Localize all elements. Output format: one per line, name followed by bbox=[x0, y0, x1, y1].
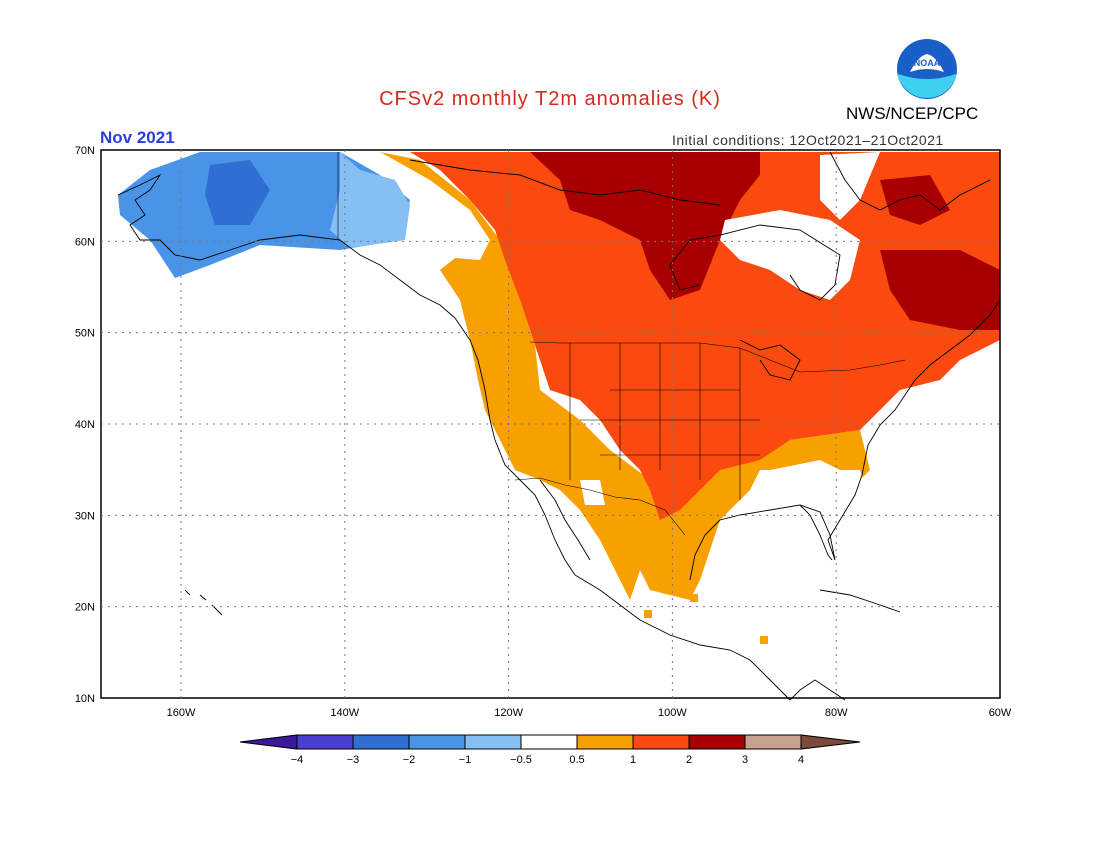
lat-label: 20N bbox=[75, 602, 95, 614]
colorbar-segment bbox=[408, 734, 466, 750]
colorbar-segment bbox=[296, 734, 354, 750]
cell-a bbox=[760, 636, 768, 644]
southeast-neutral bbox=[740, 470, 870, 540]
lon-label: 160W bbox=[167, 707, 196, 719]
lon-label: 60W bbox=[989, 707, 1012, 719]
hudson-bay-neutral bbox=[720, 210, 860, 300]
colorbar-label: −0.5 bbox=[510, 754, 532, 766]
cuba bbox=[819, 589, 901, 613]
greenland-coast bbox=[829, 151, 991, 211]
lat-label: 40N bbox=[75, 419, 95, 431]
longitude-labels: 160W 140W 120W 100W 80W 60W bbox=[167, 707, 1012, 719]
month-label: Nov 2021 bbox=[100, 128, 175, 147]
colorbar-left-arrow bbox=[239, 734, 298, 750]
gulf-coast bbox=[689, 474, 863, 581]
political-borders bbox=[337, 152, 906, 536]
colorbar-label: −3 bbox=[347, 754, 360, 766]
cell-b bbox=[690, 594, 698, 602]
alaska-coast bbox=[117, 173, 456, 319]
west-warm1-region bbox=[380, 152, 870, 600]
initial-conditions-label: Initial conditions: 12Oct2021–21Oct2021 bbox=[672, 132, 944, 148]
lon-label: 80W bbox=[825, 707, 848, 719]
colorbar-label: 1 bbox=[630, 754, 636, 766]
colorbar-label: 4 bbox=[798, 754, 804, 766]
arctic-coast bbox=[409, 159, 721, 206]
lon-label: 120W bbox=[494, 707, 523, 719]
lat-label: 50N bbox=[75, 328, 95, 340]
labrador-warm3-region bbox=[880, 250, 1000, 330]
alaska-cold-dark bbox=[205, 160, 270, 225]
colorbar-right-arrow bbox=[800, 734, 861, 750]
latitude-labels: 70N 60N 50N 40N 30N 20N 10N bbox=[75, 145, 95, 705]
agency-label: NWS/NCEP/CPC bbox=[846, 104, 979, 123]
noaa-logo: NOAA bbox=[896, 38, 958, 100]
state-lines bbox=[569, 343, 760, 500]
east-coast bbox=[861, 299, 1001, 476]
colorbar-label: 0.5 bbox=[569, 754, 584, 766]
alaska-cold-light bbox=[330, 152, 410, 248]
cell-c bbox=[644, 610, 652, 618]
central-america bbox=[789, 679, 846, 701]
baja-coast bbox=[539, 479, 591, 561]
lat-label: 30N bbox=[75, 510, 95, 522]
colorbar-label: 3 bbox=[742, 754, 748, 766]
colorbar-segment bbox=[576, 734, 634, 750]
greenland-warm3-region bbox=[880, 175, 950, 225]
colorbar-segment bbox=[352, 734, 410, 750]
lat-label: 70N bbox=[75, 145, 95, 157]
colorbar-segment bbox=[520, 734, 578, 750]
us-mexico-border bbox=[514, 477, 686, 536]
colorbar: −4 −3 −2 −1 −0.5 0.5 1 2 3 4 bbox=[239, 734, 861, 766]
anomaly-fills bbox=[118, 152, 1000, 644]
colorbar-label: 2 bbox=[686, 754, 692, 766]
colorbar-label: −2 bbox=[403, 754, 416, 766]
mexico-coast bbox=[574, 574, 791, 701]
canada-warm3-region bbox=[530, 152, 760, 300]
coastlines bbox=[117, 151, 1001, 701]
hawaii bbox=[184, 589, 223, 616]
map-title: CFSv2 monthly T2m anomalies (K) bbox=[379, 88, 721, 110]
great-lakes bbox=[739, 339, 801, 381]
baja-neutral bbox=[580, 480, 605, 505]
alaska-cold-region bbox=[118, 152, 410, 278]
colorbar-label: −4 bbox=[291, 754, 304, 766]
lat-label: 10N bbox=[75, 693, 95, 705]
graticule bbox=[101, 150, 1000, 698]
lon-label: 100W bbox=[658, 707, 687, 719]
west-coast bbox=[454, 317, 576, 576]
colorbar-segment bbox=[632, 734, 690, 750]
colorbar-segment bbox=[688, 734, 746, 750]
lat-label: 60N bbox=[75, 236, 95, 248]
lon-label: 140W bbox=[330, 707, 359, 719]
colorbar-segment bbox=[744, 734, 802, 750]
florida bbox=[799, 504, 833, 561]
hudson-bay-coast bbox=[669, 224, 841, 301]
colorbar-label: −1 bbox=[459, 754, 472, 766]
colorbar-segment bbox=[464, 734, 522, 750]
noaa-logo-text: NOAA bbox=[914, 58, 941, 68]
